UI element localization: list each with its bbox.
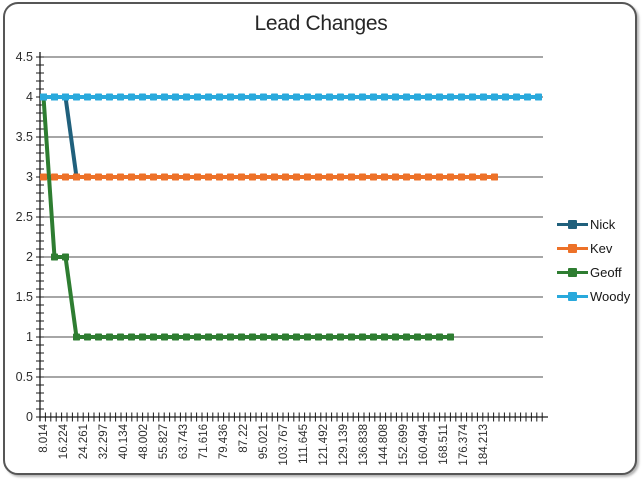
y-axis-label: 1 — [26, 330, 33, 344]
series-markers-woody — [40, 93, 542, 101]
x-axis-label: 95.021 — [257, 424, 270, 460]
x-axis-label: 16.224 — [57, 424, 70, 460]
x-axis-label: 24.261 — [77, 424, 90, 460]
legend: Nick Kev Geoff Woody — [557, 212, 630, 308]
y-axis-label: 4 — [26, 90, 33, 104]
x-axis-label: 129.139 — [337, 424, 350, 466]
x-axis-label: 111.645 — [297, 424, 310, 464]
x-axis-label: 48.002 — [137, 424, 150, 460]
chart-frame-border — [3, 2, 637, 475]
x-axis-label: 184.213 — [477, 424, 490, 466]
chart-title: Lead Changes — [254, 12, 388, 35]
legend-marker-nick — [557, 219, 588, 229]
x-axis-label: 63.743 — [177, 424, 190, 460]
x-axis-label: 121.492 — [317, 424, 330, 466]
x-axis-label: 176.374 — [457, 424, 470, 466]
x-axis-label: 152.699 — [397, 424, 410, 466]
legend-label-geoff: Geoff — [590, 264, 622, 280]
y-axis-label: 0 — [26, 410, 33, 424]
legend-marker-geoff — [557, 267, 588, 277]
series-markers-kev — [40, 173, 498, 181]
x-axis-label: 40.134 — [117, 424, 130, 460]
legend-label-kev: Kev — [590, 240, 613, 256]
x-axis-label: 87.22 — [237, 424, 250, 453]
legend-item-kev: Kev — [557, 236, 630, 260]
legend-item-nick: Nick — [557, 212, 630, 236]
x-axis-label: 32.297 — [97, 424, 110, 460]
x-axis-label: 103.767 — [277, 424, 290, 466]
x-axis-label: 71.616 — [197, 424, 210, 460]
x-axis-label: 79.436 — [217, 424, 230, 460]
y-axis-label: 1.5 — [15, 290, 33, 304]
x-axis-label: 168.511 — [437, 424, 450, 465]
y-axis-label: 3 — [26, 170, 33, 184]
legend-marker-kev — [557, 243, 588, 253]
y-axis-label: 4.5 — [15, 50, 33, 64]
legend-item-woody: Woody — [557, 284, 630, 308]
y-axis-label: 3.5 — [15, 130, 33, 144]
legend-label-nick: Nick — [590, 216, 616, 232]
x-axis-label: 136.838 — [357, 424, 370, 466]
x-axis-label: 144.808 — [377, 424, 390, 466]
x-axis-label: 160.494 — [417, 424, 430, 466]
legend-label-woody: Woody — [590, 288, 631, 304]
legend-item-geoff: Geoff — [557, 260, 630, 284]
y-axis-label: 2.5 — [15, 210, 33, 224]
x-axis-label: 55.827 — [157, 424, 170, 460]
legend-marker-woody — [557, 291, 588, 301]
x-axis-label: 8.014 — [37, 424, 50, 453]
y-axis-label: 0.5 — [15, 370, 33, 384]
y-axis-label: 2 — [26, 250, 33, 264]
